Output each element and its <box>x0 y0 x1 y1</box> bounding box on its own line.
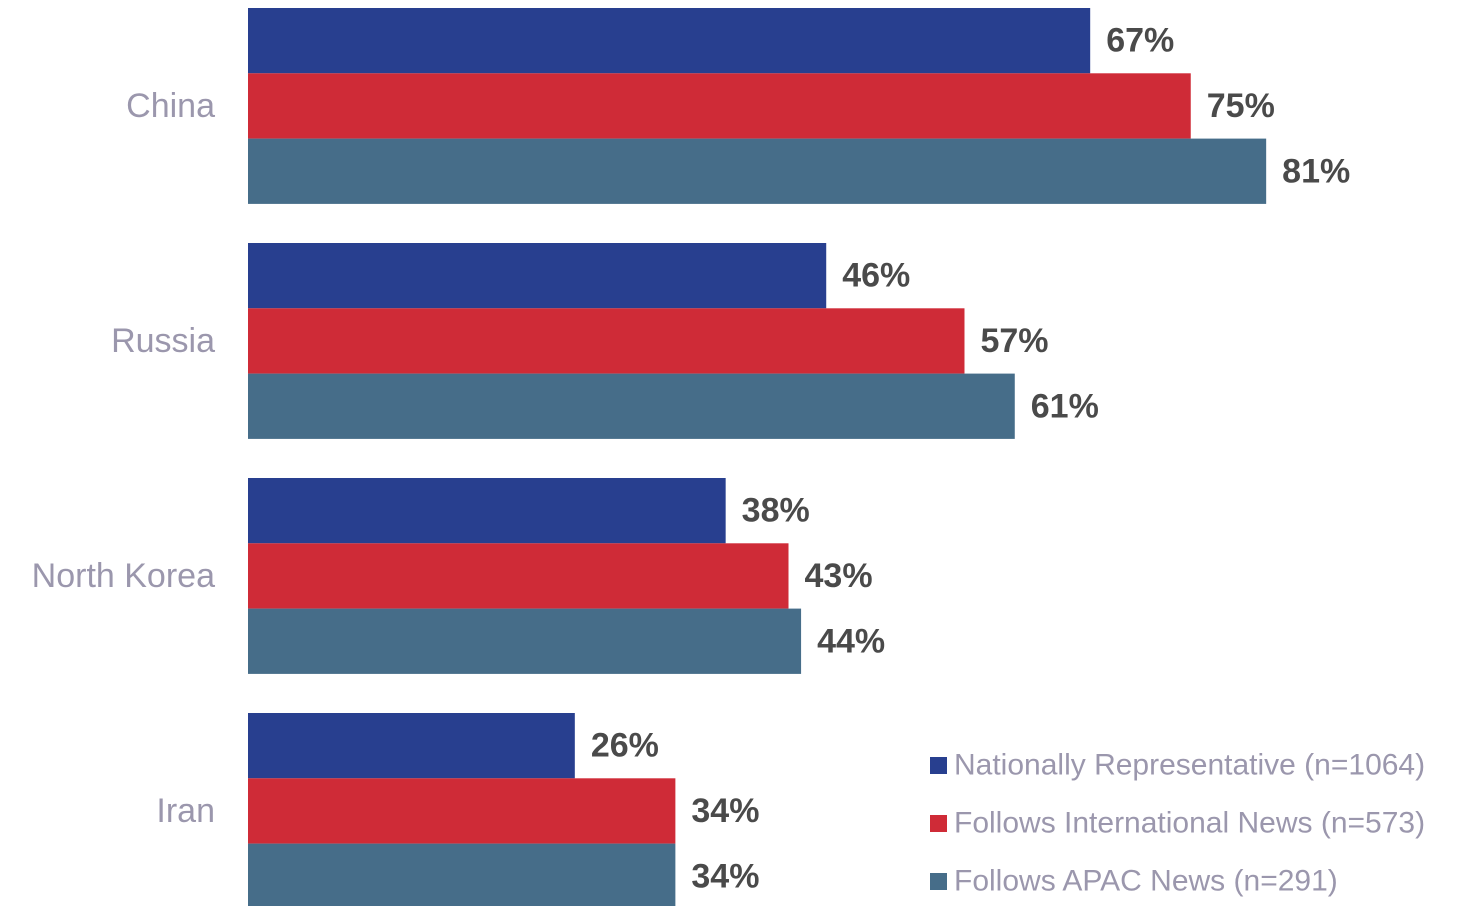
value-label-china-series-3: 81% <box>1282 152 1350 190</box>
legend-label-1: Nationally Representative (n=1064) <box>954 749 1425 782</box>
bar-china-series-2 <box>248 73 1191 139</box>
bar-iran-series-3 <box>248 843 676 906</box>
bar-russia-series-3 <box>248 373 1015 439</box>
bar-china-series-1 <box>248 8 1091 74</box>
value-label-north-korea-series-1: 38% <box>742 492 810 530</box>
legend: Nationally Representative (n=1064) Follow… <box>930 749 1425 898</box>
value-label-russia-series-2: 57% <box>980 322 1048 360</box>
category-label-north-korea: North Korea <box>32 557 215 595</box>
value-label-north-korea-series-3: 44% <box>817 622 885 660</box>
value-label-china-series-2: 75% <box>1207 87 1275 125</box>
bar-russia-series-2 <box>248 308 965 374</box>
legend-swatch-3 <box>930 873 947 890</box>
value-labels-layer: 67% 75%81% 46% 57% 61% 38% 43% 44% 26% 34% 34% <box>591 22 1350 896</box>
value-label-russia-series-3: 61% <box>1031 387 1099 425</box>
value-label-north-korea-series-2: 43% <box>805 557 873 595</box>
value-label-china-series-1: 67% <box>1106 22 1174 60</box>
value-label-iran-series-1: 26% <box>591 727 659 765</box>
legend-label-3: Follows APAC News (n=291) <box>954 865 1338 898</box>
legend-label-2: Follows International News (n=573) <box>954 807 1425 840</box>
category-label-china: China <box>126 87 215 125</box>
bar-russia-series-1 <box>248 243 827 309</box>
category-labels-layer: China Russia North Korea Iran <box>32 87 215 830</box>
bars-layer <box>248 8 1267 906</box>
category-label-iran: Iran <box>156 792 215 830</box>
legend-swatch-1 <box>930 757 947 774</box>
bar-iran-series-1 <box>248 713 575 779</box>
bar-north-korea-series-3 <box>248 608 802 674</box>
legend-swatch-2 <box>930 815 947 832</box>
value-label-iran-series-2: 34% <box>691 792 759 830</box>
bar-iran-series-2 <box>248 778 676 844</box>
bar-north-korea-series-2 <box>248 543 789 609</box>
bar-north-korea-series-1 <box>248 478 726 544</box>
bar-china-series-3 <box>248 138 1267 204</box>
value-label-iran-series-3: 34% <box>691 857 759 895</box>
value-label-russia-series-1: 46% <box>842 257 910 295</box>
category-label-russia: Russia <box>111 322 215 360</box>
